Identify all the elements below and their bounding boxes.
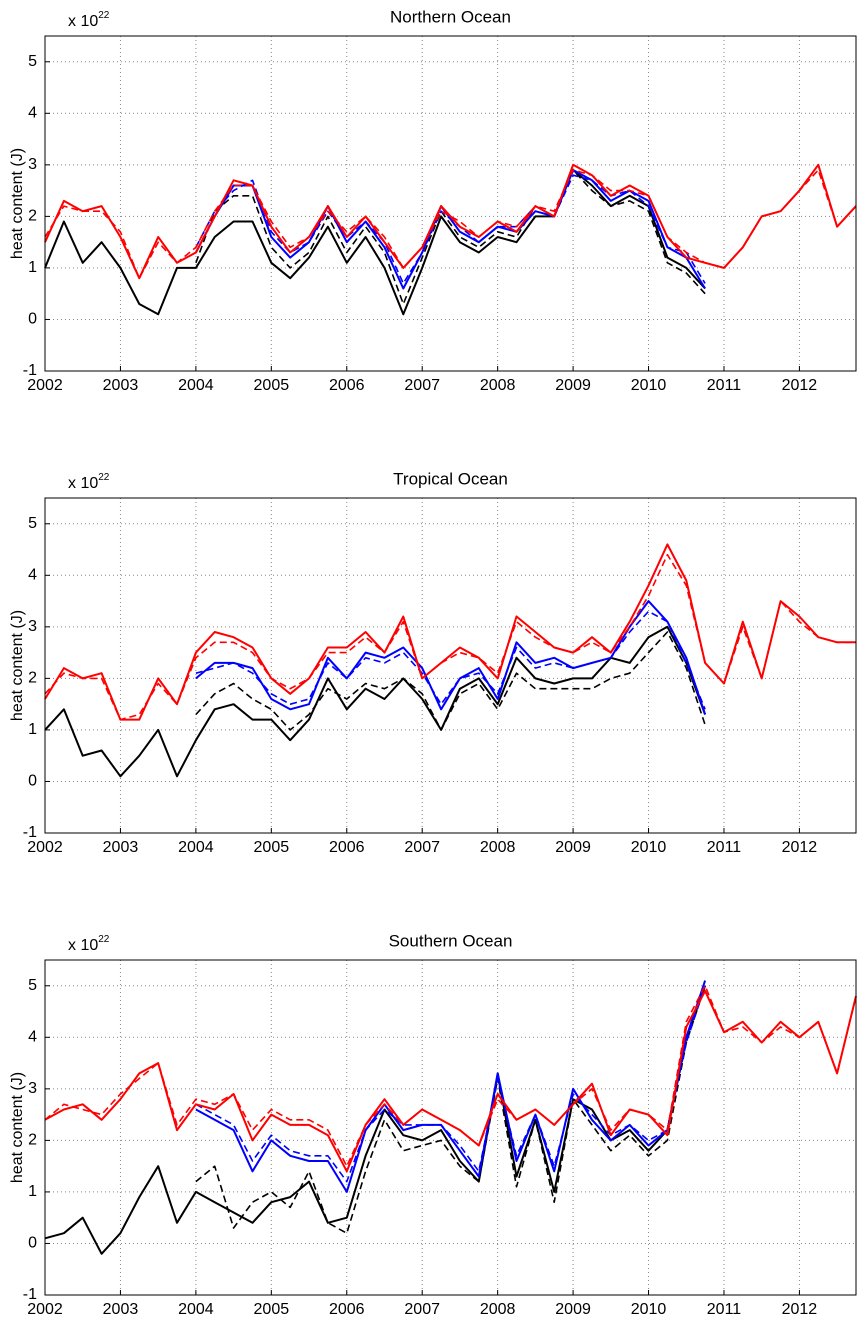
x-tick-label: 2011 — [707, 839, 742, 856]
y-multiplier-base: x 10 — [68, 13, 98, 30]
y-tick-label: 3 — [28, 156, 37, 173]
x-tick-label: 2006 — [329, 839, 365, 856]
y-axis-label: heat content (J) — [9, 148, 26, 259]
x-tick-label: 2005 — [254, 1301, 290, 1318]
y-tick-label: -1 — [23, 824, 37, 841]
y-multiplier: x 1022 — [68, 10, 110, 31]
x-tick-label: 2010 — [631, 1301, 667, 1318]
data-line — [44, 985, 857, 1167]
y-tick-label: 5 — [28, 515, 37, 532]
x-tick-label: 2002 — [27, 1301, 63, 1318]
x-tick-label: 2009 — [555, 377, 591, 394]
y-tick-label: 0 — [28, 311, 37, 328]
data-line — [195, 985, 706, 1183]
y-tick-label: 2 — [28, 1132, 37, 1149]
x-tick-label: 2009 — [555, 1301, 591, 1318]
y-tick-label: 1 — [28, 259, 37, 276]
x-tick-label: 2011 — [707, 377, 742, 394]
data-line — [195, 980, 707, 1193]
chart-title: Tropical Ocean — [393, 469, 508, 488]
chart-title: Northern Ocean — [390, 7, 511, 26]
y-tick-label: 4 — [28, 105, 37, 122]
y-axis-label: heat content (J) — [9, 1072, 26, 1183]
x-tick-label: 2007 — [404, 377, 440, 394]
data-line — [195, 169, 706, 305]
x-tick-label: 2005 — [254, 839, 290, 856]
data-line — [44, 553, 856, 721]
y-tick-label: 2 — [28, 670, 37, 687]
data-line — [44, 625, 707, 778]
y-tick-label: 3 — [28, 618, 37, 635]
y-tick-label: 0 — [28, 1235, 37, 1252]
y-tick-label: 5 — [28, 977, 37, 994]
y-multiplier-exponent: 22 — [98, 934, 110, 945]
y-axis-label: heat content (J) — [9, 610, 26, 721]
y-tick-label: -1 — [23, 362, 37, 379]
chart-title: Southern Ocean — [389, 931, 513, 950]
y-tick-label: -1 — [23, 1286, 37, 1303]
plot-area — [45, 498, 856, 833]
x-tick-label: 2003 — [103, 839, 139, 856]
data-line — [195, 985, 706, 1234]
x-tick-label: 2010 — [631, 839, 667, 856]
x-tick-label: 2006 — [329, 377, 365, 394]
y-tick-label: 1 — [28, 1183, 37, 1200]
x-tick-label: 2012 — [782, 377, 818, 394]
x-tick-label: 2005 — [254, 377, 290, 394]
plot-frame — [44, 959, 857, 1296]
x-tick-label: 2008 — [480, 1301, 516, 1318]
panel: -1 0 1 2 3 4 5 2002 2003 2004 2005 2006 2007 2008 2009… — [9, 469, 857, 856]
x-tick-label: 2006 — [329, 1301, 365, 1318]
x-tick-label: 2007 — [404, 1301, 440, 1318]
plot-frame — [44, 35, 857, 372]
x-tick-label: 2003 — [103, 377, 139, 394]
y-tick-label: 2 — [28, 208, 37, 225]
y-multiplier: x 1022 — [68, 934, 110, 955]
y-multiplier: x 1022 — [68, 472, 110, 493]
data-line — [195, 174, 706, 285]
data-line — [195, 610, 706, 710]
x-tick-label: 2012 — [782, 1301, 818, 1318]
x-tick-label: 2003 — [103, 1301, 139, 1318]
x-tick-label: 2009 — [555, 839, 591, 856]
x-tick-label: 2007 — [404, 839, 440, 856]
y-tick-label: 3 — [28, 1080, 37, 1097]
plot-area — [45, 36, 856, 371]
x-tick-label: 2004 — [178, 377, 214, 394]
x-tick-label: 2011 — [707, 1301, 742, 1318]
data-line — [44, 169, 706, 316]
data-line — [195, 600, 707, 715]
x-tick-label: 2012 — [782, 839, 818, 856]
x-tick-label: 2008 — [480, 839, 516, 856]
y-tick-label: 4 — [28, 567, 37, 584]
panel: -1 0 1 2 3 4 5 2002 2003 2004 2005 2006 2007 2008 2009… — [9, 931, 857, 1318]
x-tick-label: 2002 — [27, 377, 63, 394]
y-tick-label: 4 — [28, 1029, 37, 1046]
panel: -1 0 1 2 3 4 5 2002 2003 2004 2005 2006 2007 2008 2009… — [9, 7, 857, 394]
y-multiplier-base: x 10 — [68, 937, 98, 954]
data-line — [44, 985, 707, 1255]
x-tick-label: 2008 — [480, 377, 516, 394]
y-tick-label: 5 — [28, 53, 37, 70]
y-multiplier-exponent: 22 — [98, 10, 110, 21]
y-multiplier-exponent: 22 — [98, 472, 110, 483]
plot-area — [45, 960, 856, 1295]
y-multiplier-base: x 10 — [68, 475, 98, 492]
y-tick-label: 1 — [28, 721, 37, 738]
y-tick-label: 0 — [28, 773, 37, 790]
x-tick-label: 2002 — [27, 839, 63, 856]
x-tick-label: 2004 — [178, 1301, 214, 1318]
data-line — [195, 631, 706, 731]
x-tick-label: 2004 — [178, 839, 214, 856]
x-tick-label: 2010 — [631, 377, 667, 394]
plot-frame — [44, 497, 857, 834]
data-line — [44, 169, 857, 279]
